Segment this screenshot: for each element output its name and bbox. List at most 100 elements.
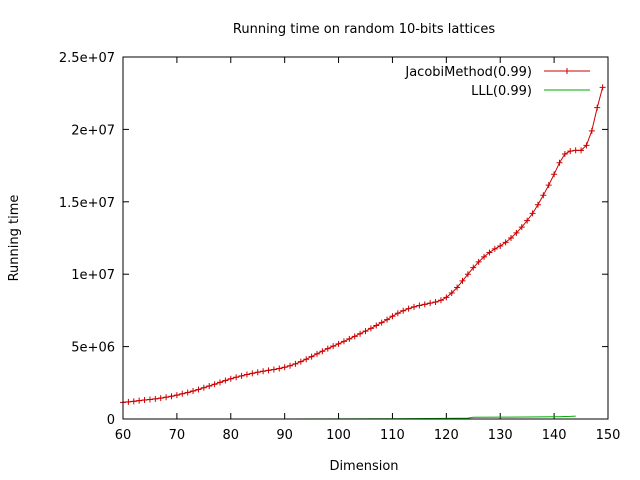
data-point — [534, 201, 541, 208]
data-point — [270, 366, 277, 373]
series-line — [122, 87, 604, 403]
data-point — [206, 382, 213, 389]
data-point — [497, 242, 504, 249]
data-point — [432, 299, 439, 306]
data-point — [411, 303, 417, 310]
x-tick-label: 140 — [542, 428, 567, 443]
data-point — [373, 322, 380, 329]
legend-label: LLL(0.99) — [471, 84, 532, 99]
data-point — [513, 229, 520, 236]
data-point — [508, 235, 514, 241]
data-point — [502, 239, 509, 246]
data-point — [357, 330, 364, 337]
data-point — [243, 371, 250, 378]
data-point — [459, 277, 466, 284]
y-axis-label: Running time — [7, 195, 22, 282]
data-point — [260, 368, 267, 375]
data-point — [551, 171, 558, 178]
data-point — [168, 393, 175, 400]
data-point — [324, 345, 331, 352]
data-point — [583, 142, 590, 149]
legend-marker — [564, 68, 570, 74]
x-tick-label: 80 — [223, 428, 240, 443]
chart-title: Running time on random 10-bits lattices — [233, 22, 495, 37]
data-point — [200, 384, 207, 391]
data-point — [599, 84, 606, 91]
data-point — [217, 379, 223, 386]
data-point — [470, 264, 477, 271]
data-point — [292, 360, 299, 367]
data-point — [384, 316, 391, 323]
data-point — [540, 192, 547, 199]
data-point — [330, 343, 337, 350]
data-point — [141, 397, 148, 404]
data-point — [211, 381, 218, 388]
data-point — [184, 389, 191, 396]
data-point — [254, 369, 261, 376]
data-point — [491, 245, 498, 252]
data-point — [340, 338, 347, 345]
x-tick-label: 120 — [434, 428, 459, 443]
data-point — [362, 328, 369, 335]
x-tick-label: 70 — [169, 428, 186, 443]
data-point — [136, 397, 143, 404]
legend-label: JacobiMethod(0.99) — [404, 65, 532, 80]
axis-ticks: 60 70 80 90 100 110 120 130 140 150 0 5e+06 1e+07 1.5… — [59, 51, 621, 443]
data-point — [416, 302, 423, 309]
data-point — [518, 224, 525, 231]
data-point — [130, 398, 137, 405]
x-tick-label: 90 — [276, 428, 293, 443]
data-point — [421, 301, 428, 308]
y-tick-label: 1.5e+07 — [59, 196, 115, 211]
data-point — [443, 294, 450, 301]
data-point — [303, 356, 310, 363]
data-point — [265, 367, 272, 374]
data-point — [351, 333, 358, 340]
data-point — [545, 182, 552, 189]
data-point — [572, 147, 579, 154]
data-point — [195, 386, 202, 393]
y-tick-label: 2e+07 — [71, 123, 115, 138]
y-tick-label: 2.5e+07 — [59, 51, 115, 66]
data-point — [405, 305, 412, 312]
series-layer — [120, 84, 606, 420]
data-point — [427, 300, 434, 307]
data-point — [157, 395, 164, 402]
data-point — [152, 395, 159, 402]
x-axis-label: Dimension — [329, 459, 398, 474]
data-point — [281, 364, 288, 371]
data-point — [125, 398, 132, 405]
y-tick-label: 5e+06 — [71, 341, 115, 356]
data-point — [437, 297, 444, 304]
data-point — [297, 358, 304, 365]
x-tick-label: 100 — [326, 428, 351, 443]
data-point — [454, 284, 461, 291]
x-tick-label: 60 — [115, 428, 132, 443]
data-point — [481, 253, 488, 260]
data-point — [227, 375, 234, 382]
data-point — [249, 370, 256, 377]
data-point — [475, 258, 482, 265]
data-point — [238, 372, 245, 379]
y-tick-label: 1e+07 — [71, 268, 115, 283]
data-point — [400, 307, 407, 314]
data-point — [276, 365, 283, 372]
data-point — [179, 390, 186, 397]
data-point — [524, 217, 531, 224]
data-point — [389, 313, 396, 320]
data-point — [486, 249, 493, 256]
data-point — [190, 388, 197, 395]
data-point — [367, 325, 374, 332]
data-point — [335, 340, 342, 347]
y-tick-label: 0 — [107, 413, 115, 428]
data-point — [594, 104, 601, 111]
data-point — [561, 151, 568, 158]
data-point — [173, 392, 180, 399]
legend: JacobiMethod(0.99) LLL(0.99) — [404, 65, 590, 99]
data-point — [394, 310, 401, 317]
data-point — [378, 319, 385, 326]
data-point — [146, 396, 153, 403]
data-point — [319, 348, 326, 355]
data-point — [567, 148, 574, 155]
